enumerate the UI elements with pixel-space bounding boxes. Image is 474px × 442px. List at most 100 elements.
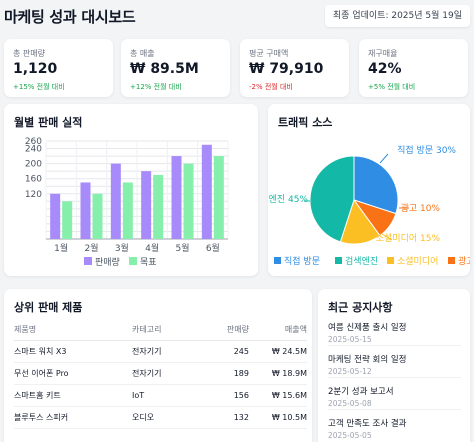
stat-change: +12% 전월 대비 <box>130 83 182 91</box>
bar-target[interactable] <box>62 201 73 239</box>
bar-sales[interactable] <box>50 193 61 239</box>
traffic-source-card: 트래픽 소스 직접 방문 30%광고 10%소셜미디어 15%검색엔진 45%직… <box>268 104 470 276</box>
bar-sales[interactable] <box>201 144 212 239</box>
bar-target[interactable] <box>153 174 164 239</box>
notice-title: 마케팅 전략 회의 일정 <box>328 355 407 365</box>
y-tick-label: 260 <box>25 137 42 147</box>
legend-label: 광고 <box>458 255 470 267</box>
stat-card-avg-purchase: 평균 구매액 ₩ 79,910 -2% 전월 대비 <box>240 39 349 97</box>
bar-sales[interactable] <box>141 171 152 239</box>
pie-data-label: 직접 방문 30% <box>397 144 456 156</box>
monthly-sales-card: 월별 판매 실적 120 160 200 240 260 1월 2월 3월 4월 5월 6월 판매량 목… <box>4 104 258 276</box>
bar-target[interactable] <box>122 182 133 239</box>
pie-leader-line <box>379 153 389 164</box>
legend-swatch <box>387 257 394 264</box>
traffic-source-chart: 직접 방문 30% 광고 10% 소셜미디어 15% 검색엔진 45% 직접 방문 검색엔… <box>268 144 470 267</box>
legend-swatch <box>448 257 455 264</box>
stat-label: 총 매출 <box>130 49 155 58</box>
col-header-product: 제품명 <box>14 319 132 341</box>
bar-sales[interactable] <box>110 163 121 239</box>
legend-label: 검색엔진 <box>345 255 378 267</box>
table-row[interactable]: 스마트홈 키트 IoT 156 ₩ 15.6M <box>14 384 307 407</box>
product-category: 오디오 <box>132 406 212 429</box>
stat-change: +15% 전월 대비 <box>13 83 65 91</box>
stat-value: 42% <box>368 61 402 77</box>
product-revenue: ₩ 24.5M <box>249 340 307 363</box>
legend-label: 목표 <box>140 257 157 268</box>
col-header-category: 카테고리 <box>132 319 212 341</box>
table-row[interactable]: 스마트 워치 X3 전자기기 245 ₩ 24.5M <box>14 340 307 363</box>
bar-target[interactable] <box>92 193 103 239</box>
x-tick-label: 4월 <box>145 242 159 254</box>
pie-leader-line <box>381 233 393 241</box>
col-header-revenue: 매출액 <box>249 319 307 341</box>
bar-sales[interactable] <box>171 156 182 239</box>
bar-sales[interactable] <box>80 182 91 239</box>
stat-value: ₩ 89.5M <box>130 61 199 77</box>
table-row[interactable]: 블루투스 스피커 오디오 132 ₩ 10.5M <box>14 406 307 429</box>
legend-swatch <box>335 257 342 264</box>
legend-label: 직접 방문 <box>284 255 320 267</box>
divider <box>328 409 461 410</box>
top-products-table: 제품명 카테고리 판매량 매출액 스마트 워치 X3 전자기기 245 ₩ 24… <box>14 319 307 429</box>
notice-date: 2025-05-05 <box>328 431 372 440</box>
bar-target[interactable] <box>213 156 224 239</box>
product-revenue: ₩ 15.6M <box>249 384 307 407</box>
bar-target[interactable] <box>183 163 194 239</box>
notices-title: 최근 공지사항 <box>328 301 393 314</box>
notice-item[interactable]: 여름 신제품 출시 일정 2025-05-15 <box>328 321 407 344</box>
notice-item[interactable]: 2분기 성과 보고서 2025-05-08 <box>328 385 394 408</box>
notice-date: 2025-05-12 <box>328 367 372 376</box>
divider <box>328 345 461 346</box>
legend-label: 소셜미디어 <box>397 256 438 267</box>
legend-swatch <box>274 257 281 264</box>
product-name: 스마트 워치 X3 <box>14 340 132 363</box>
page-title: 마케팅 성과 대시보드 <box>4 8 136 26</box>
stat-change: -2% 전월 대비 <box>249 83 293 91</box>
traffic-source-title: 트래픽 소스 <box>278 116 333 129</box>
x-tick-label: 2월 <box>84 242 98 254</box>
pie-slice[interactable] <box>353 155 399 215</box>
notice-title: 여름 신제품 출시 일정 <box>328 323 407 333</box>
notice-date: 2025-05-08 <box>328 399 372 408</box>
notice-item[interactable]: 고객 만족도 조사 결과 2025-05-05 <box>328 417 407 440</box>
top-products-title: 상위 판매 제품 <box>14 301 83 314</box>
legend-swatch <box>84 257 92 265</box>
monthly-sales-title: 월별 판매 실적 <box>14 116 83 129</box>
table-row[interactable]: 무선 이어폰 Pro 전자기기 189 ₩ 18.9M <box>14 362 307 385</box>
notice-item[interactable]: 마케팅 전략 회의 일정 2025-05-12 <box>328 353 407 376</box>
stat-label: 총 판매량 <box>13 49 45 58</box>
notice-date: 2025-05-15 <box>328 335 372 344</box>
stat-value: ₩ 79,910 <box>249 61 324 77</box>
table-header-row: 제품명 카테고리 판매량 매출액 <box>14 319 307 341</box>
y-tick-label: 200 <box>25 160 42 170</box>
product-name: 무선 이어폰 Pro <box>14 362 132 385</box>
product-revenue: ₩ 10.5M <box>249 406 307 429</box>
top-products-card: 상위 판매 제품 제품명 카테고리 판매량 매출액 스마트 워치 X3 전자기기… <box>4 289 312 442</box>
col-header-quantity: 판매량 <box>212 319 249 341</box>
product-quantity: 245 <box>212 340 249 363</box>
divider <box>328 377 461 378</box>
pie-data-label: 소셜미디어 15% <box>376 233 441 244</box>
x-tick-label: 6월 <box>206 242 220 254</box>
product-quantity: 156 <box>212 384 249 407</box>
product-category: IoT <box>132 384 212 407</box>
pie-data-label: 광고 10% <box>401 202 441 214</box>
stat-card-total-revenue: 총 매출 ₩ 89.5M +12% 전월 대비 <box>121 39 230 97</box>
last-updated-badge: 최종 업데이트: 2025년 5월 19일 <box>324 5 470 27</box>
header: 마케팅 성과 대시보드 최종 업데이트: 2025년 5월 19일 <box>0 0 474 34</box>
stat-card-total-sales: 총 판매량 1,120 +15% 전월 대비 <box>4 39 113 97</box>
stat-value: 1,120 <box>13 61 58 77</box>
product-category: 전자기기 <box>132 362 212 385</box>
product-category: 전자기기 <box>132 340 212 363</box>
product-quantity: 189 <box>212 362 249 385</box>
y-tick-label: 240 <box>25 145 42 155</box>
product-name: 스마트홈 키트 <box>14 384 132 407</box>
x-tick-label: 1월 <box>54 242 68 254</box>
y-tick-label: 160 <box>25 175 42 185</box>
product-revenue: ₩ 18.9M <box>249 362 307 385</box>
stat-card-repurchase-rate: 재구매율 42% +5% 전월 대비 <box>359 39 468 97</box>
pie-slice[interactable] <box>309 155 355 243</box>
pie-data-label: 검색엔진 45% <box>268 193 308 205</box>
